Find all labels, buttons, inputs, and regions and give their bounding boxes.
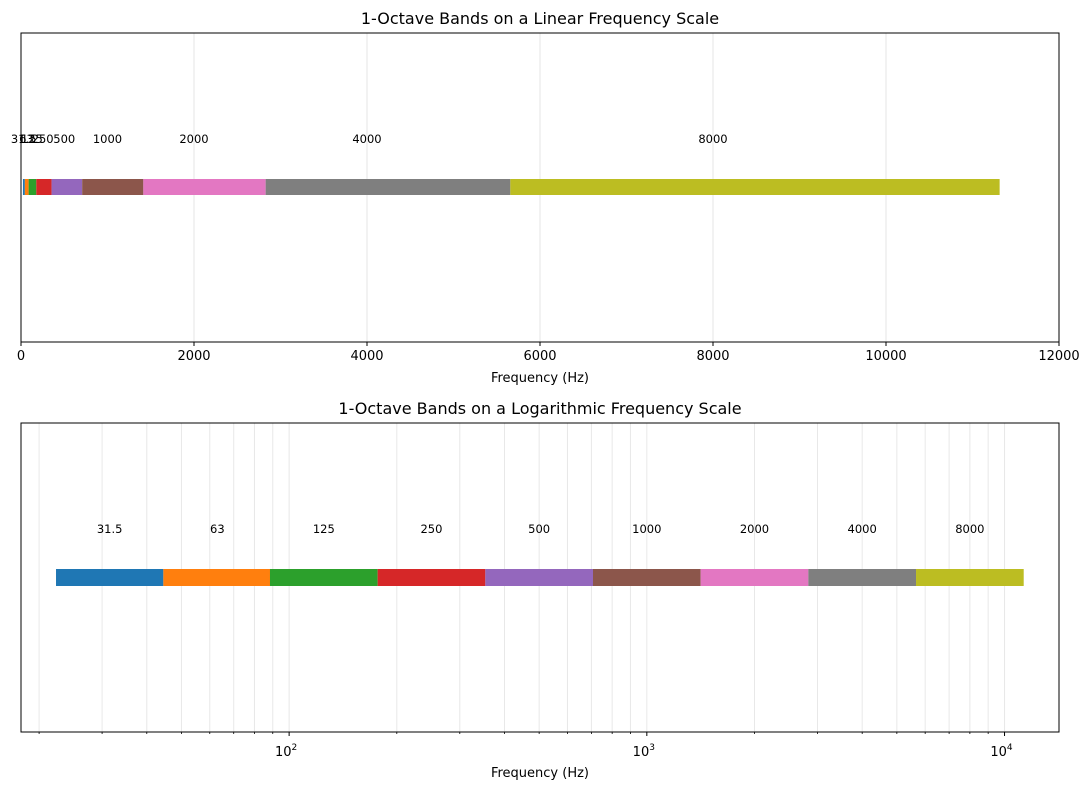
band-bar-2000 [700, 569, 809, 586]
x-tick-label: 104 [990, 743, 1013, 760]
band-label-8000: 8000 [698, 132, 727, 146]
band-bar-1000 [82, 179, 144, 195]
x-tick-label: 102 [275, 743, 297, 760]
band-bar-63 [24, 179, 29, 195]
band-label-125: 125 [21, 132, 43, 146]
x-tick-label: 8000 [696, 349, 729, 364]
band-bar-250 [36, 179, 52, 195]
log-scale-panel: 1-Octave Bands on a Logarithmic Frequenc… [20, 399, 1060, 781]
band-label-31.5: 31.5 [11, 132, 37, 146]
band-label-4000: 4000 [848, 522, 877, 536]
band-label-8000: 8000 [955, 522, 984, 536]
log-band-labels: 31.5 63 125 250 500 1000 2000 4000 8000 [97, 522, 985, 536]
band-bar-1000 [592, 569, 701, 586]
band-bar-4000 [808, 569, 917, 586]
band-bar-125 [269, 569, 378, 586]
band-label-250: 250 [420, 522, 442, 536]
band-label-31.5: 31.5 [97, 522, 123, 536]
linear-x-ticks: 0 2000 4000 6000 8000 10000 12000 [17, 342, 1080, 364]
band-bar-31.5 [22, 179, 25, 195]
x-tick-label: 4000 [350, 349, 383, 364]
x-tick-label: 0 [17, 349, 25, 364]
band-label-500: 500 [53, 132, 75, 146]
linear-bands [22, 179, 1000, 195]
band-label-1000: 1000 [632, 522, 661, 536]
band-label-2000: 2000 [179, 132, 208, 146]
log-plot-frame [20, 422, 1060, 733]
x-tick-label: 2000 [177, 349, 210, 364]
band-bar-8000 [510, 179, 1000, 195]
band-bar-500 [485, 569, 593, 586]
band-label-2000: 2000 [740, 522, 769, 536]
band-bar-2000 [143, 179, 266, 195]
x-tick-label: 103 [633, 743, 655, 760]
log-chart-title: 1-Octave Bands on a Logarithmic Frequenc… [338, 399, 741, 418]
log-x-axis-label: Frequency (Hz) [491, 766, 589, 781]
band-label-4000: 4000 [352, 132, 381, 146]
band-bar-250 [377, 569, 486, 586]
band-bar-500 [51, 179, 83, 195]
log-bands [56, 569, 1024, 586]
linear-chart-title: 1-Octave Bands on a Linear Frequency Sca… [361, 9, 719, 28]
band-bar-63 [163, 569, 272, 586]
band-label-1000: 1000 [93, 132, 122, 146]
band-bar-125 [28, 179, 37, 195]
x-tick-label: 10000 [865, 349, 906, 364]
band-label-500: 500 [528, 522, 550, 536]
band-label-250: 250 [32, 132, 54, 146]
linear-scale-panel: 1-Octave Bands on a Linear Frequency Sca… [11, 9, 1080, 386]
x-tick-label: 6000 [523, 349, 556, 364]
band-bar-4000 [265, 179, 511, 195]
band-bar-8000 [916, 569, 1024, 586]
band-label-125: 125 [313, 522, 335, 536]
band-label-63: 63 [19, 132, 34, 146]
linear-x-axis-label: Frequency (Hz) [491, 371, 589, 386]
band-label-63: 63 [210, 522, 225, 536]
band-bar-31.5 [56, 569, 164, 586]
x-tick-label: 12000 [1038, 349, 1079, 364]
log-x-ticks: 102 103 104 [38, 732, 1013, 760]
